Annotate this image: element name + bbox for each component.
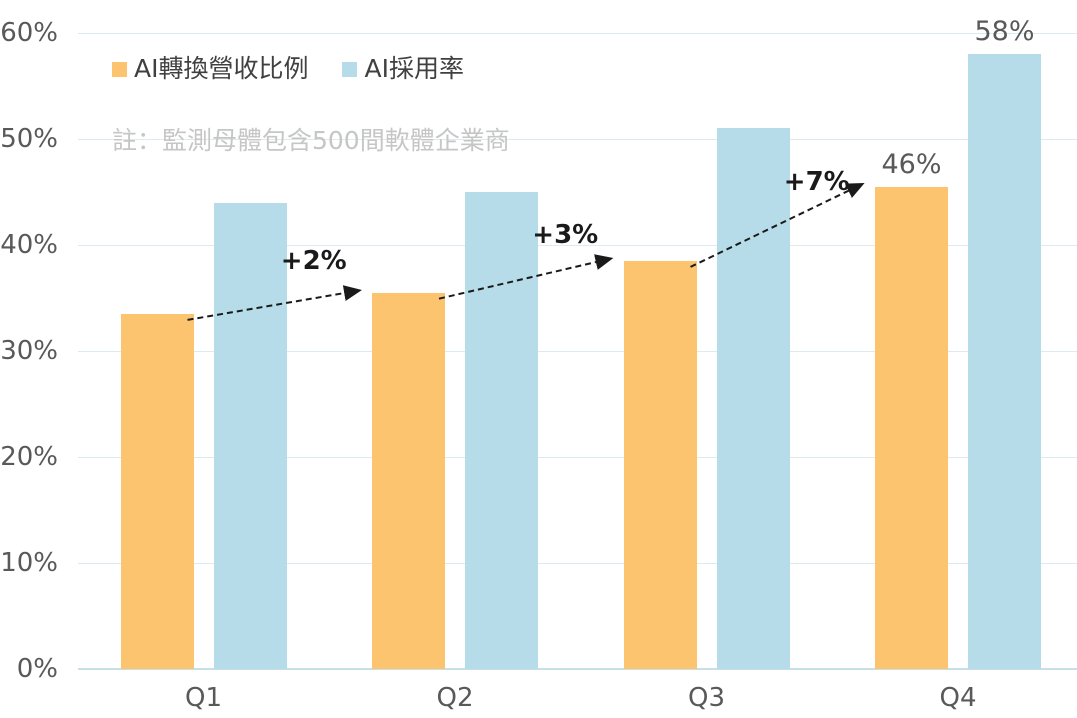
y-axis-label-10%: 10% — [0, 548, 58, 578]
y-axis-label-20%: 20% — [0, 442, 58, 472]
legend-label-ai-adoption-rate: AI採用率 — [364, 54, 464, 83]
x-axis-label-q4: Q4 — [939, 683, 977, 713]
x-axis-line — [78, 668, 1077, 670]
x-axis-label-q3: Q3 — [687, 683, 725, 713]
chart-note: 註：監測母體包含500間軟體企業商 — [112, 126, 510, 155]
bar-ai-adoption-rate-q3 — [716, 128, 790, 669]
legend-item-ai-adoption-rate: AI採用率 — [342, 54, 464, 84]
x-axis-label-q2: Q2 — [436, 683, 474, 713]
gridline-50% — [78, 138, 1077, 140]
bar-ai-revenue-share-q4 — [875, 186, 948, 669]
y-axis-label-30%: 30% — [0, 336, 58, 366]
legend: AI轉換營收比例 AI採用率 — [112, 54, 464, 84]
y-axis-label-60%: 60% — [0, 18, 58, 48]
y-axis-label-50%: 50% — [0, 124, 58, 154]
y-axis-label-40%: 40% — [0, 230, 58, 260]
gridline-30% — [78, 350, 1077, 352]
bar-ai-revenue-share-q2 — [372, 292, 445, 669]
delta-label-q2-to-q3: +3% — [532, 219, 599, 250]
gridline-10% — [78, 562, 1077, 564]
x-axis-label-q1: Q1 — [184, 683, 222, 713]
bar-ai-adoption-rate-q4 — [968, 54, 1041, 669]
bar-ai-revenue-share-q1 — [120, 313, 194, 669]
gridline-60% — [78, 32, 1077, 34]
bar-ai-adoption-rate-q2 — [465, 192, 538, 669]
legend-item-ai-revenue-share: AI轉換營收比例 — [112, 54, 308, 84]
delta-label-q1-to-q2: +2% — [280, 246, 347, 277]
bar-ai-revenue-share-q3 — [623, 260, 697, 669]
gridline-40% — [78, 244, 1077, 246]
legend-label-ai-revenue-share: AI轉換營收比例 — [134, 54, 309, 83]
bar-value-label-q4-ai-revenue-share: 46% — [881, 148, 942, 180]
legend-swatch-orange-icon — [112, 61, 127, 77]
legend-swatch-blue-icon — [342, 61, 358, 77]
delta-label-q3-to-q4: +7% — [783, 166, 850, 197]
bar-ai-adoption-rate-q1 — [213, 202, 287, 669]
y-axis-label-0%: 0% — [16, 654, 58, 684]
bar-value-label-q4-ai-adoption-rate: 58% — [974, 16, 1035, 48]
gridline-20% — [78, 456, 1077, 458]
